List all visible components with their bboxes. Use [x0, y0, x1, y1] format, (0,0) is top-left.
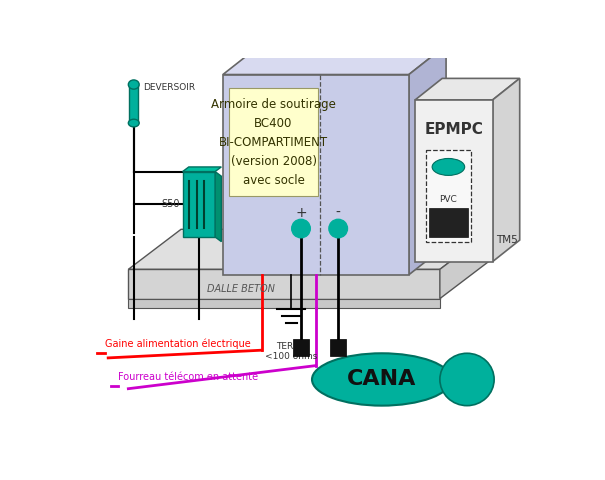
Ellipse shape — [128, 80, 139, 89]
Polygon shape — [183, 167, 221, 171]
Bar — [223, 74, 409, 275]
Circle shape — [292, 219, 310, 238]
Polygon shape — [128, 299, 440, 308]
Polygon shape — [409, 45, 446, 275]
Polygon shape — [492, 78, 520, 262]
Bar — [330, 339, 346, 356]
Bar — [293, 339, 309, 356]
Bar — [183, 171, 215, 237]
Bar — [426, 150, 471, 242]
Bar — [129, 84, 139, 123]
Polygon shape — [440, 229, 492, 299]
Text: -: - — [336, 206, 341, 220]
Text: S50: S50 — [161, 199, 179, 209]
Text: PVC: PVC — [439, 195, 457, 204]
Polygon shape — [128, 269, 440, 299]
Polygon shape — [128, 229, 492, 269]
Text: TERRE
<100 ohms: TERRE <100 ohms — [265, 342, 317, 361]
Bar — [429, 208, 468, 237]
Ellipse shape — [128, 119, 139, 127]
Text: CANA: CANA — [347, 370, 416, 389]
FancyBboxPatch shape — [229, 88, 318, 196]
Ellipse shape — [432, 158, 465, 175]
Text: TM5: TM5 — [497, 235, 518, 245]
Text: DALLE BETON: DALLE BETON — [208, 284, 275, 294]
Text: Armoire de soutirage
BC400
BI-COMPARTIMENT
(version 2008)
avec socle: Armoire de soutirage BC400 BI-COMPARTIME… — [211, 98, 336, 187]
Text: +: + — [295, 206, 307, 220]
Polygon shape — [223, 45, 446, 74]
Text: Fourreau télécom en attente: Fourreau télécom en attente — [118, 372, 258, 382]
Polygon shape — [215, 171, 221, 241]
Bar — [415, 100, 492, 262]
Circle shape — [329, 219, 347, 238]
Polygon shape — [415, 78, 520, 100]
Ellipse shape — [312, 353, 451, 406]
Text: EPMPC: EPMPC — [424, 122, 483, 137]
Text: DEVERSOIR: DEVERSOIR — [143, 83, 195, 92]
Ellipse shape — [440, 353, 494, 406]
Text: Gaine alimentation électrique: Gaine alimentation électrique — [105, 339, 251, 349]
